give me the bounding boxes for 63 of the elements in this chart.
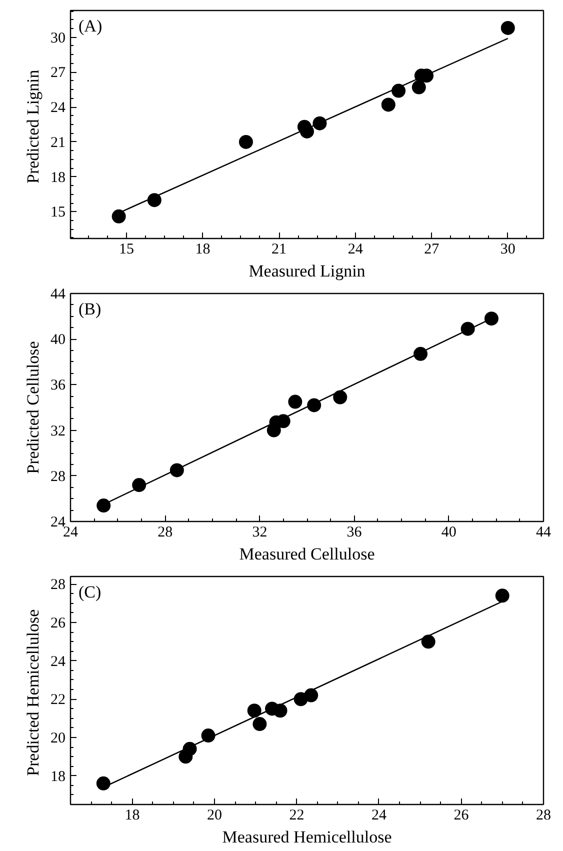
- y-tick-label: 21: [50, 134, 66, 151]
- y-tick-label: 24: [50, 100, 66, 116]
- x-tick-label: 27: [424, 242, 440, 258]
- annotation: (A): [78, 16, 102, 36]
- x-axis-title: Measured Cellulose: [239, 544, 375, 564]
- y-axis-title: Predicted Cellulose: [24, 341, 42, 474]
- y-axis-title: Predicted Hemicellulose: [24, 609, 42, 776]
- y-tick-label: 27: [50, 65, 66, 82]
- y-axis-title: Predicted Lignin: [24, 69, 42, 184]
- point: [495, 588, 510, 603]
- y-tick-label: 44: [50, 286, 66, 302]
- point: [273, 704, 288, 718]
- y-tick-label: 15: [50, 204, 66, 221]
- x-axis-title: Measured Hemicellulose: [222, 828, 392, 846]
- y-tick-label: 36: [50, 378, 66, 394]
- point: [300, 124, 314, 138]
- point: [421, 634, 436, 649]
- point: [96, 498, 111, 513]
- x-tick-label: 28: [536, 808, 551, 824]
- x-tick-label: 28: [158, 524, 173, 540]
- point: [112, 209, 126, 224]
- y-tick-label: 28: [50, 577, 66, 594]
- x-tick-label: 24: [348, 242, 364, 258]
- point: [238, 134, 253, 149]
- x-tick-label: 26: [454, 808, 470, 824]
- y-tick-label: 18: [50, 170, 66, 186]
- x-tick-label: 22: [289, 808, 304, 824]
- y-tick-label: 30: [50, 30, 66, 46]
- x-tick-label: 15: [118, 242, 134, 258]
- point: [304, 688, 318, 702]
- point: [288, 394, 302, 409]
- x-axis-title: Measured Lignin: [248, 262, 366, 280]
- x-tick-label: 24: [63, 524, 78, 540]
- point: [252, 717, 267, 732]
- annotation: (B): [78, 300, 102, 318]
- y-tick-label: 26: [50, 615, 66, 632]
- x-tick-label: 36: [346, 524, 362, 540]
- annotation: (C): [78, 582, 102, 602]
- x-tick-label: 40: [441, 524, 456, 540]
- point: [147, 193, 162, 208]
- y-tick-label: 28: [50, 468, 66, 485]
- x-tick-label: 44: [536, 524, 552, 540]
- x-tick-label: 20: [206, 808, 222, 824]
- y-tick-label: 32: [50, 423, 66, 440]
- point: [96, 776, 110, 790]
- y-tick-label: 22: [50, 692, 66, 708]
- point: [392, 84, 406, 98]
- point: [333, 390, 348, 404]
- point: [381, 98, 396, 112]
- y-tick-label: 24: [50, 654, 66, 670]
- x-tick-label: 18: [195, 242, 210, 258]
- point: [484, 312, 498, 326]
- x-tick-label: 30: [500, 242, 516, 258]
- x-tick-label: 18: [124, 808, 140, 824]
- x-tick-label: 24: [371, 808, 387, 824]
- y-tick-label: 40: [50, 332, 66, 348]
- x-tick-label: 21: [272, 242, 287, 258]
- point: [247, 704, 262, 718]
- point: [412, 80, 426, 94]
- x-tick-label: 32: [252, 524, 268, 540]
- y-tick-label: 20: [50, 730, 66, 746]
- point: [500, 20, 515, 35]
- y-tick-label: 18: [50, 768, 66, 785]
